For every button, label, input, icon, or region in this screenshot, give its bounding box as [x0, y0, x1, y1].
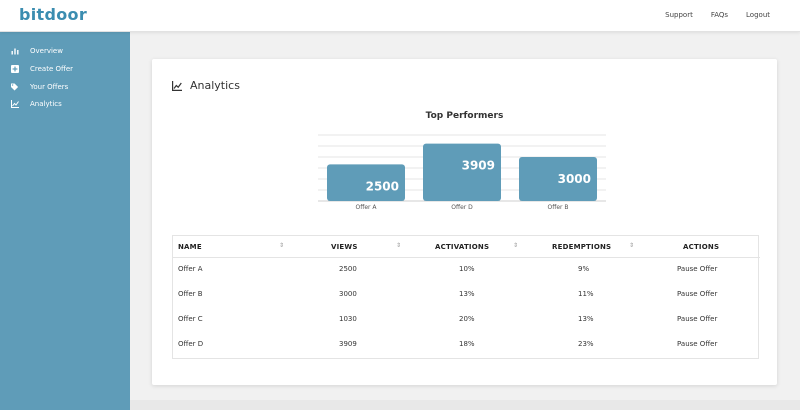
chart-data-label: 3000	[558, 172, 591, 186]
chart-tick-label: Offer B	[547, 204, 568, 211]
column-header-views[interactable]: VIEWS	[331, 243, 358, 251]
top-performers-chart: 2500 Offer A 3909 Offer D 3000 Offer B	[318, 134, 606, 211]
analytics-card: Analytics Top Performers 2500 Offer A 3909…	[152, 59, 777, 385]
table-row: Offer B 3000 13% 11% Pause Offer	[173, 283, 760, 308]
page-title: Analytics	[190, 79, 240, 92]
page-footer-edge	[130, 400, 800, 410]
pause-offer-button[interactable]: Pause Offer	[677, 265, 718, 273]
sort-icon[interactable]: ⇕	[279, 242, 285, 249]
cell-name: Offer A	[178, 265, 203, 273]
top-bar: bitdoor Support FAQs Logout	[0, 0, 800, 32]
plus-square-icon	[11, 65, 19, 73]
table-row: Offer C 1030 20% 13% Pause Offer	[173, 308, 760, 333]
pause-offer-button[interactable]: Pause Offer	[677, 315, 718, 323]
pause-offer-button[interactable]: Pause Offer	[677, 340, 718, 348]
column-header-activations[interactable]: ACTIVATIONS	[435, 243, 490, 251]
cell-name: Offer D	[178, 340, 204, 348]
column-header-actions: ACTIONS	[683, 243, 720, 251]
cell-redemptions: 11%	[578, 290, 594, 298]
cell-name: Offer B	[178, 290, 203, 298]
sort-icon[interactable]: ⇕	[629, 242, 635, 249]
chart-tick-label: Offer A	[355, 204, 377, 211]
support-link[interactable]: Support	[665, 11, 693, 19]
chart-tick-label: Offer D	[451, 204, 473, 211]
logout-link[interactable]: Logout	[746, 11, 770, 19]
sidebar-item-label: Overview	[30, 47, 63, 55]
header-links: Support FAQs Logout	[665, 11, 770, 19]
sidebar-item-label: Create Offer	[30, 65, 74, 73]
line-chart-icon	[11, 100, 19, 108]
sidebar-item-overview[interactable]: Overview	[11, 47, 63, 55]
chart-title: Top Performers	[425, 111, 504, 121]
sort-icon[interactable]: ⇕	[396, 242, 402, 249]
sidebar-item-analytics[interactable]: Analytics	[11, 100, 62, 108]
chart-bar	[423, 143, 501, 201]
sidebar-item-label: Analytics	[30, 100, 62, 108]
chart-bar	[519, 157, 597, 201]
chart-data-label: 2500	[366, 179, 399, 193]
bar-chart-icon	[11, 47, 19, 55]
sidebar-item-your-offers[interactable]: Your Offers	[11, 83, 68, 91]
table-row: Offer A 2500 10% 9% Pause Offer	[173, 258, 760, 283]
cell-activations: 20%	[459, 315, 475, 323]
app-logo[interactable]: bitdoor	[19, 5, 88, 24]
cell-redemptions: 23%	[578, 340, 594, 348]
column-header-name[interactable]: NAME	[178, 243, 202, 251]
sidebar: Overview Create Offer Your Offers Analyt…	[0, 32, 130, 410]
cell-name: Offer C	[178, 315, 203, 323]
cell-activations: 13%	[459, 290, 475, 298]
chart-data-label: 3909	[462, 159, 495, 173]
sidebar-item-create-offer[interactable]: Create Offer	[11, 65, 73, 73]
tags-icon	[11, 83, 19, 91]
line-chart-icon	[172, 80, 182, 91]
card-header: Analytics	[172, 79, 240, 92]
table-header: NAME ⇕ VIEWS ⇕ ACTIVATIONS ⇕ REDEMPTIONS…	[173, 236, 760, 258]
cell-redemptions: 13%	[578, 315, 594, 323]
chart-bar	[327, 164, 405, 201]
cell-views: 3909	[339, 340, 357, 348]
cell-activations: 10%	[459, 265, 475, 273]
cell-activations: 18%	[459, 340, 475, 348]
sidebar-item-label: Your Offers	[30, 83, 69, 91]
cell-redemptions: 9%	[578, 265, 590, 273]
cell-views: 1030	[339, 315, 357, 323]
cell-views: 2500	[339, 265, 357, 273]
offers-table: NAME ⇕ VIEWS ⇕ ACTIVATIONS ⇕ REDEMPTIONS…	[172, 235, 760, 359]
sort-icon[interactable]: ⇕	[513, 242, 519, 249]
pause-offer-button[interactable]: Pause Offer	[677, 290, 718, 298]
cell-views: 3000	[339, 290, 357, 298]
column-header-redemptions[interactable]: REDEMPTIONS	[552, 243, 612, 251]
faqs-link[interactable]: FAQs	[710, 11, 729, 19]
table-row: Offer D 3909 18% 23% Pause Offer	[173, 333, 760, 358]
